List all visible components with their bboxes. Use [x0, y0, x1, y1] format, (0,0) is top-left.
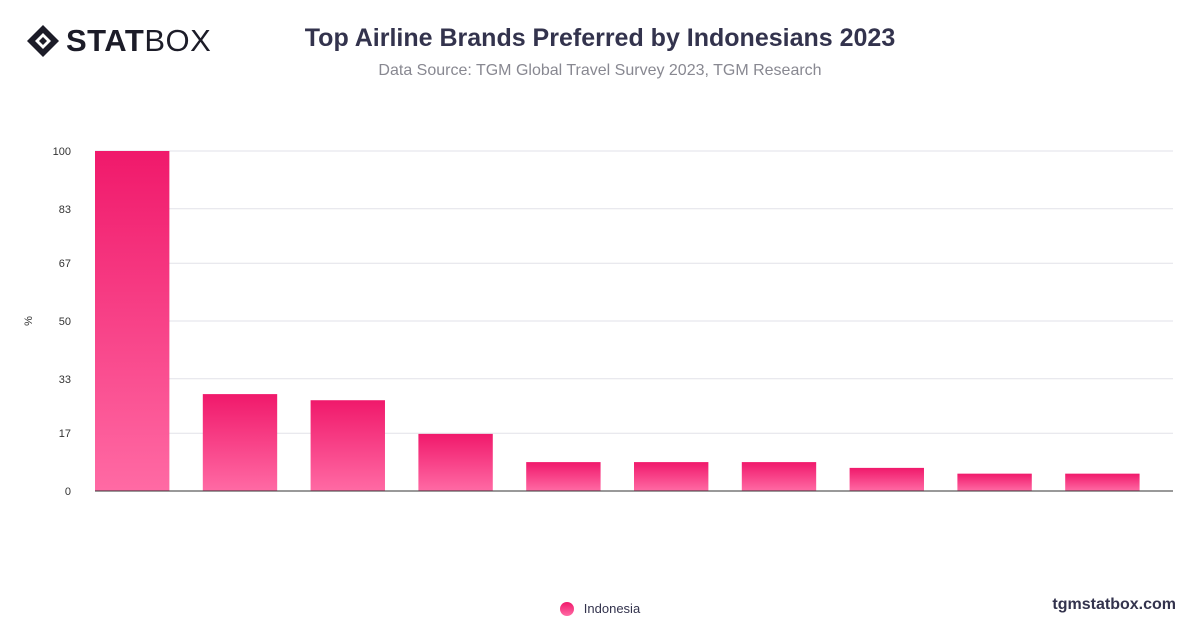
chart-title: Top Airline Brands Preferred by Indonesi…	[304, 24, 896, 52]
bar-7[interactable]	[741, 462, 817, 491]
statbox-diamond-icon	[27, 25, 59, 57]
bar-8[interactable]	[849, 467, 924, 491]
y-tick-label: 83	[59, 204, 71, 216]
y-tick-label: 50	[59, 316, 71, 328]
bar-4[interactable]	[418, 433, 493, 491]
logo-text-bold: STAT	[66, 23, 145, 58]
legend-label: Indonesia	[583, 601, 641, 616]
statbox-logo: STATBOX	[26, 24, 211, 58]
bar-3[interactable]	[310, 400, 385, 491]
bar-6[interactable]	[634, 462, 709, 491]
y-tick-label: 17	[59, 428, 71, 440]
bar-10[interactable]	[1065, 473, 1140, 491]
bar-5[interactable]	[526, 462, 601, 491]
y-tick-label: 0	[65, 486, 71, 498]
chart-subtitle: Data Source: TGM Global Travel Survey 20…	[378, 62, 822, 79]
logo-text: STATBOX	[66, 24, 211, 58]
bar-9[interactable]	[957, 473, 1032, 491]
watermark: tgmstatbox.com	[1052, 596, 1176, 613]
bar-2[interactable]	[202, 394, 278, 491]
chart-legend: Indonesia	[0, 601, 1200, 616]
legend-marker-icon	[559, 601, 574, 616]
y-tick-label: 67	[59, 258, 71, 270]
y-tick-label: 100	[53, 146, 71, 158]
bar-1[interactable]	[95, 151, 170, 491]
y-axis-label: %	[23, 316, 35, 326]
logo-text-light: BOX	[144, 23, 212, 58]
y-tick-label: 33	[59, 374, 71, 386]
